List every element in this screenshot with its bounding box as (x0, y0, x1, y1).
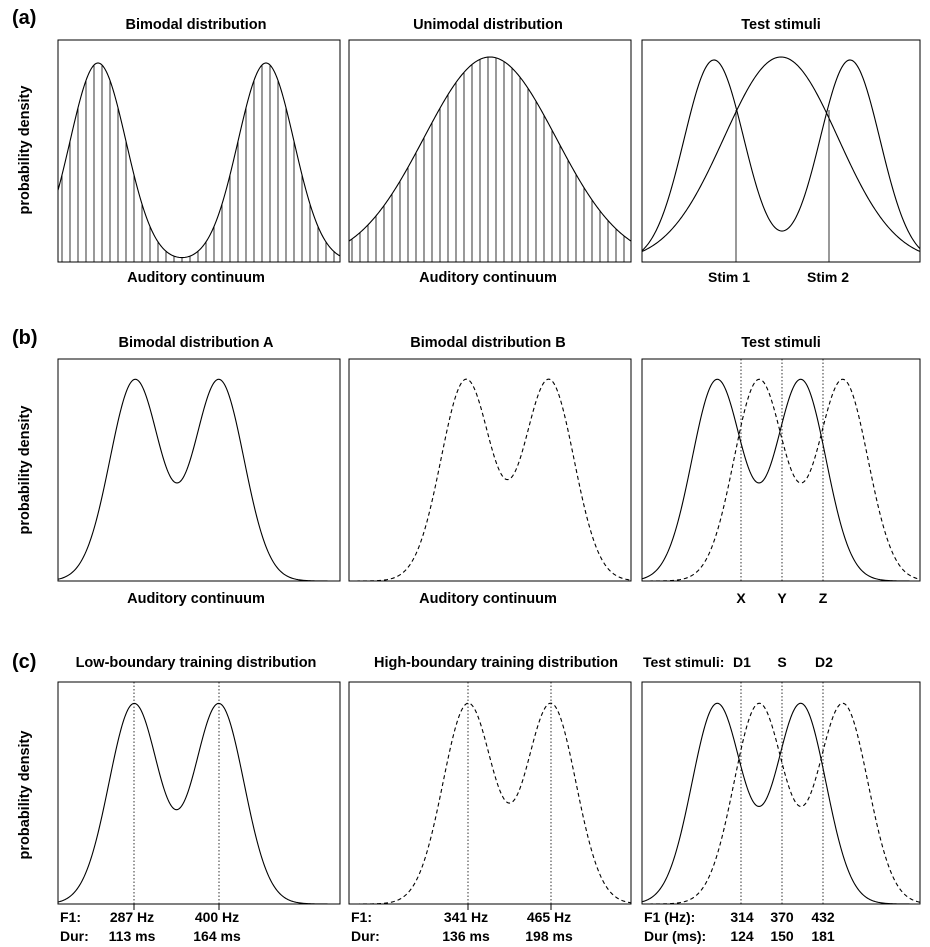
panel-c1-dur-value-a: 113 ms (109, 928, 156, 944)
panel-a3-bimodal-curve (641, 59, 921, 252)
panel-c1-f1-label: F1: (60, 909, 81, 925)
panel-c2-high-boundary-curve (349, 702, 632, 905)
panel-c2-f1-label: F1: (351, 909, 372, 925)
panel-b1-title: Bimodal distribution A (119, 335, 274, 351)
d1-dur-value: 124 (730, 928, 754, 944)
d2-label: D2 (815, 654, 833, 670)
panel-c2-f1-value-a: 341 Hz (444, 909, 488, 925)
panel-b1-xlabel: Auditory continuum (127, 591, 265, 607)
panel-a1-histogram-bars (61, 65, 335, 262)
row-c-ylabel: probability density (17, 731, 33, 860)
s-f1-value: 370 (770, 909, 794, 925)
panel-c3-f1-label: F1 (Hz): (644, 909, 695, 925)
panel-b3-frame (641, 358, 921, 582)
stim2-label: Stim 2 (807, 269, 849, 285)
panel-c1-f1-value-a: 287 Hz (110, 909, 154, 925)
panel-b2-frame (348, 358, 632, 582)
panel-a2-histogram-bars (351, 57, 625, 262)
panel-b1-frame (57, 358, 341, 582)
panel-b2-title: Bimodal distribution B (410, 335, 565, 351)
y-stimulus-label: Y (777, 590, 787, 606)
panel-b1-distribution-a-curve (57, 378, 340, 582)
panel-a1-xlabel: Auditory continuum (127, 270, 265, 286)
panel-a3-title: Test stimuli (741, 17, 821, 33)
panel-c2-dur-value-b: 198 ms (525, 928, 573, 944)
panel-a1-frame (57, 39, 341, 263)
d2-dur-value: 181 (811, 928, 835, 944)
panel-c1-f1-value-b: 400 Hz (195, 909, 239, 925)
row-a-ylabel: probability density (17, 86, 33, 215)
panel-b2-distribution-b-curve (349, 378, 632, 582)
panel-a2-title: Unimodal distribution (413, 17, 563, 33)
panel-a2-unimodal-curve (348, 56, 632, 242)
panel-a1-title: Bimodal distribution (126, 17, 267, 33)
panel-a3-unimodal-curve (641, 56, 921, 253)
panel-a3-frame (641, 39, 921, 263)
row-a-label: (a) (12, 7, 36, 29)
panel-c3-frame (641, 681, 921, 905)
panel-c1-frame (57, 681, 341, 905)
panel-a2-frame (348, 39, 632, 263)
row-b-label: (b) (12, 327, 38, 349)
panel-c1-title: Low-boundary training distribution (76, 655, 317, 671)
panel-c2-dur-value-a: 136 ms (442, 928, 490, 944)
panel-c3-dur-label: Dur (ms): (644, 928, 706, 944)
panel-b3-distribution-a-curve (641, 378, 920, 582)
panel-c3-title: Test stimuli: (643, 654, 724, 670)
s-dur-value: 150 (770, 928, 794, 944)
panel-b3-title: Test stimuli (741, 335, 821, 351)
panel-a2-xlabel: Auditory continuum (419, 270, 557, 286)
panel-c1-low-boundary-curve (57, 702, 340, 905)
d1-label: D1 (733, 654, 751, 670)
panel-b3-distribution-b-curve (642, 378, 921, 582)
row-c-label: (c) (12, 651, 36, 673)
panel-c3-low-boundary-curve (641, 702, 920, 905)
panel-c2-dur-label: Dur: (351, 928, 380, 944)
panel-c2-f1-value-b: 465 Hz (527, 909, 571, 925)
stim1-label: Stim 1 (708, 269, 750, 285)
panel-c1-dur-label: Dur: (60, 928, 89, 944)
panel-c2-title: High-boundary training distribution (374, 655, 618, 671)
s-label: S (777, 654, 786, 670)
d1-f1-value: 314 (730, 909, 754, 925)
panel-c1-dur-value-b: 164 ms (193, 928, 241, 944)
row-b-ylabel: probability density (17, 406, 33, 535)
z-stimulus-label: Z (819, 590, 828, 606)
panel-c3-high-boundary-curve (642, 702, 921, 905)
x-stimulus-label: X (736, 590, 746, 606)
panel-b2-xlabel: Auditory continuum (419, 591, 557, 607)
panel-a1-bimodal-curve (57, 62, 341, 259)
d2-f1-value: 432 (811, 909, 835, 925)
panel-c2-frame (348, 681, 632, 905)
